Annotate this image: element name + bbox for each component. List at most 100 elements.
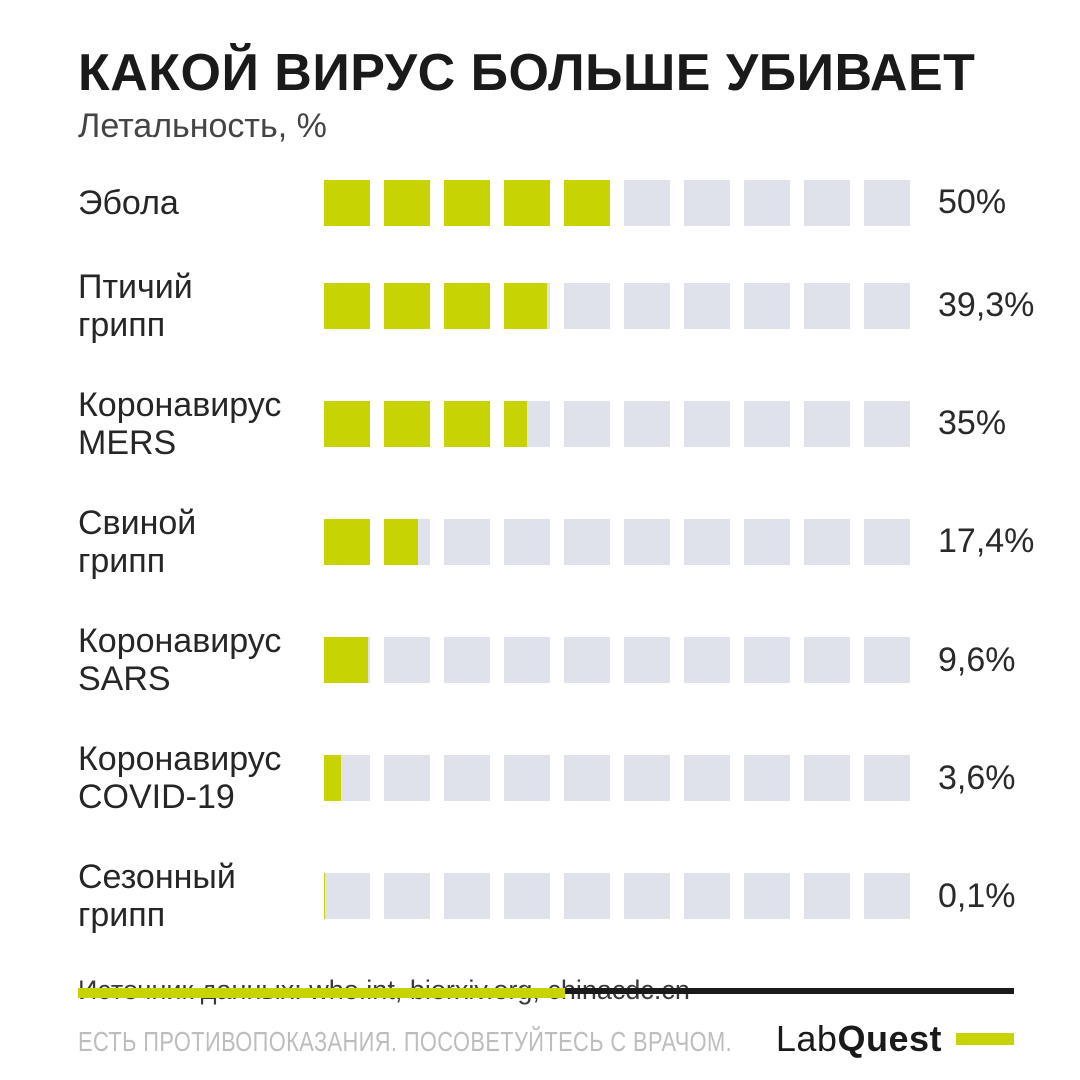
block bbox=[804, 519, 850, 565]
block bbox=[564, 519, 610, 565]
block-fill bbox=[444, 283, 490, 329]
chart-row: Птичийгрипп39,3% bbox=[78, 268, 1014, 344]
page-title: КАКОЙ ВИРУС БОЛЬШЕ УБИВАЕТ bbox=[78, 46, 1014, 101]
row-value: 0,1% bbox=[938, 877, 1016, 916]
footer-rule bbox=[78, 988, 1014, 998]
block bbox=[564, 637, 610, 683]
block bbox=[624, 637, 670, 683]
block bbox=[744, 873, 790, 919]
block-fill bbox=[504, 180, 550, 226]
block bbox=[624, 401, 670, 447]
block bbox=[744, 519, 790, 565]
block bbox=[864, 180, 910, 226]
block bbox=[384, 180, 430, 226]
block-fill bbox=[324, 755, 341, 801]
row-value: 50% bbox=[938, 183, 1006, 222]
row-blocks bbox=[324, 283, 910, 329]
block bbox=[324, 519, 370, 565]
block bbox=[504, 401, 550, 447]
block bbox=[624, 283, 670, 329]
block bbox=[864, 519, 910, 565]
block-fill bbox=[384, 519, 418, 565]
block bbox=[444, 401, 490, 447]
chart-row: КоронавирусMERS35% bbox=[78, 386, 1014, 462]
block bbox=[324, 401, 370, 447]
footer-rule-dark bbox=[565, 988, 1014, 994]
brand-part-light: Lab bbox=[776, 1018, 838, 1059]
row-blocks bbox=[324, 519, 910, 565]
block-fill bbox=[324, 401, 370, 447]
block bbox=[324, 283, 370, 329]
block bbox=[384, 401, 430, 447]
block bbox=[384, 637, 430, 683]
footer-rule-accent bbox=[78, 988, 565, 998]
row-value: 39,3% bbox=[938, 286, 1034, 325]
block bbox=[684, 755, 730, 801]
block bbox=[684, 401, 730, 447]
block bbox=[684, 519, 730, 565]
block bbox=[504, 755, 550, 801]
block bbox=[624, 873, 670, 919]
block bbox=[324, 637, 370, 683]
footer-disclaimer: ЕСТЬ ПРОТИВОПОКАЗАНИЯ. ПОСОВЕТУЙТЕСЬ С В… bbox=[78, 1026, 732, 1058]
brand-part-bold: Quest bbox=[837, 1018, 942, 1059]
block-fill bbox=[324, 519, 370, 565]
block bbox=[384, 519, 430, 565]
block bbox=[684, 637, 730, 683]
row-blocks bbox=[324, 637, 910, 683]
row-label: Сезонныйгрипп bbox=[78, 858, 324, 934]
block bbox=[864, 401, 910, 447]
block-fill bbox=[384, 401, 430, 447]
row-value: 3,6% bbox=[938, 759, 1016, 798]
row-label: Эбола bbox=[78, 184, 324, 222]
block bbox=[384, 755, 430, 801]
block bbox=[804, 180, 850, 226]
block bbox=[324, 873, 370, 919]
block bbox=[684, 180, 730, 226]
block bbox=[504, 637, 550, 683]
block bbox=[804, 755, 850, 801]
block bbox=[864, 637, 910, 683]
block bbox=[504, 283, 550, 329]
block bbox=[444, 283, 490, 329]
page-subtitle: Летальность, % bbox=[78, 107, 1014, 146]
block bbox=[864, 755, 910, 801]
block bbox=[864, 873, 910, 919]
block bbox=[444, 180, 490, 226]
chart-rows: Эбола 50% Птичийгрипп39,3% КоронавирусMERS3… bbox=[78, 180, 1014, 935]
block-fill bbox=[504, 283, 547, 329]
block-fill bbox=[324, 637, 368, 683]
infographic-page: КАКОЙ ВИРУС БОЛЬШЕ УБИВАЕТ Летальность, … bbox=[0, 0, 1080, 1006]
block bbox=[444, 637, 490, 683]
block bbox=[804, 401, 850, 447]
block bbox=[444, 873, 490, 919]
block bbox=[744, 180, 790, 226]
block bbox=[504, 180, 550, 226]
chart-row: Свинойгрипп17,4% bbox=[78, 504, 1014, 580]
block bbox=[684, 873, 730, 919]
block bbox=[864, 283, 910, 329]
row-label: Свинойгрипп bbox=[78, 504, 324, 580]
block-fill bbox=[384, 283, 430, 329]
block bbox=[804, 283, 850, 329]
block bbox=[624, 755, 670, 801]
block bbox=[564, 755, 610, 801]
block bbox=[504, 519, 550, 565]
block bbox=[564, 283, 610, 329]
block bbox=[744, 755, 790, 801]
block bbox=[324, 180, 370, 226]
brand-swatch-icon bbox=[956, 1033, 1014, 1045]
row-blocks bbox=[324, 755, 910, 801]
block bbox=[384, 283, 430, 329]
block bbox=[324, 755, 370, 801]
brand-logo: LabQuest bbox=[776, 1018, 1014, 1060]
block-fill bbox=[384, 180, 430, 226]
block bbox=[624, 519, 670, 565]
footer: ЕСТЬ ПРОТИВОПОКАЗАНИЯ. ПОСОВЕТУЙТЕСЬ С В… bbox=[0, 988, 1080, 1080]
block-fill bbox=[504, 401, 527, 447]
block bbox=[744, 401, 790, 447]
chart-row: КоронавирусSARS9,6% bbox=[78, 622, 1014, 698]
block-fill bbox=[324, 180, 370, 226]
block bbox=[564, 873, 610, 919]
block bbox=[624, 180, 670, 226]
